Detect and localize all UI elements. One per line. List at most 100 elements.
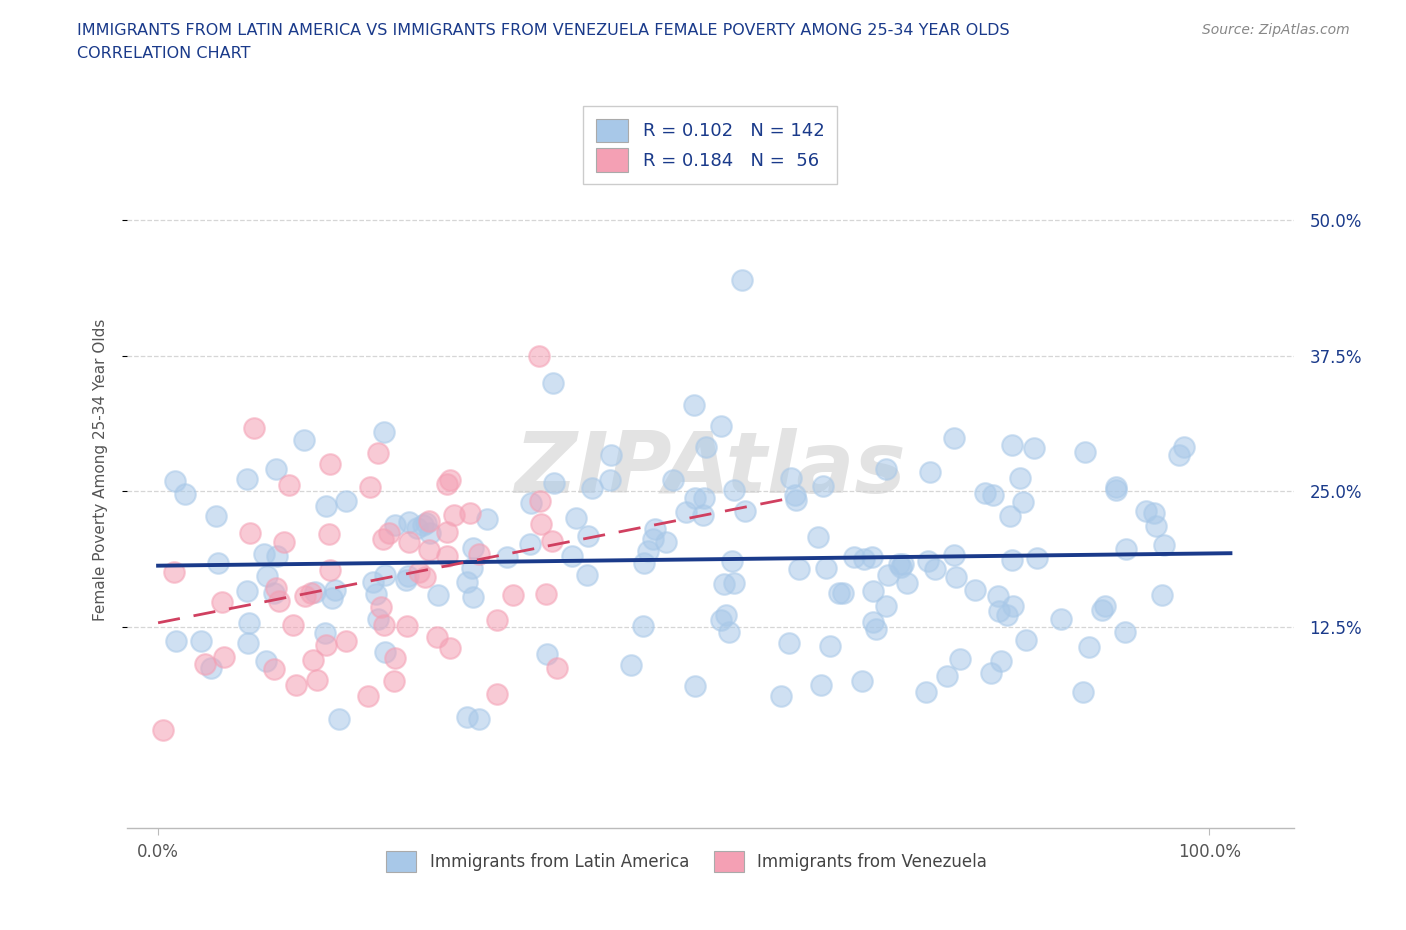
Point (890, 560, 912, 575)
Point (412, 517, 434, 532)
Point (285, 677, 308, 692)
Point (335, 633, 357, 648)
Point (207, 555, 229, 570)
Point (468, 547, 491, 562)
Point (713, 577, 735, 591)
Point (436, 476, 458, 491)
Point (860, 550, 883, 565)
Point (633, 618, 655, 633)
Point (924, 562, 946, 577)
Point (914, 684, 936, 699)
Point (243, 421, 266, 436)
Point (292, 432, 315, 447)
Point (875, 599, 897, 614)
Point (536, 646, 558, 661)
Point (163, 565, 186, 579)
Point (778, 636, 800, 651)
Point (1002, 599, 1025, 614)
Point (1011, 495, 1033, 510)
Point (692, 508, 714, 523)
Point (770, 688, 793, 703)
Point (236, 583, 259, 598)
Point (277, 477, 299, 492)
Point (785, 492, 807, 507)
Point (783, 487, 806, 502)
Text: IMMIGRANTS FROM LATIN AMERICA VS IMMIGRANTS FROM VENEZUELA FEMALE POVERTY AMONG : IMMIGRANTS FROM LATIN AMERICA VS IMMIGRA… (77, 23, 1010, 38)
Point (1115, 541, 1137, 556)
Point (920, 465, 942, 480)
Point (323, 582, 346, 597)
Point (683, 397, 706, 412)
Point (891, 556, 914, 571)
Point (990, 653, 1012, 668)
Point (963, 583, 986, 598)
Point (263, 661, 285, 676)
Point (530, 516, 553, 531)
Point (710, 613, 733, 628)
Point (519, 495, 541, 510)
Point (862, 614, 884, 629)
Point (1077, 639, 1099, 654)
Point (709, 418, 731, 433)
Point (318, 526, 340, 541)
Point (486, 612, 509, 627)
Point (995, 607, 1018, 622)
Point (831, 586, 853, 601)
Point (683, 490, 706, 505)
Point (373, 532, 395, 547)
Point (949, 652, 972, 667)
Point (426, 588, 449, 603)
Point (1091, 603, 1114, 618)
Point (361, 574, 384, 589)
Point (263, 586, 285, 601)
Point (382, 673, 405, 688)
Point (844, 550, 866, 565)
Point (395, 618, 418, 633)
Point (534, 587, 557, 602)
Point (717, 624, 740, 639)
Point (1000, 552, 1022, 567)
Point (439, 640, 461, 655)
Point (575, 567, 598, 582)
Point (600, 448, 623, 463)
Point (370, 600, 392, 615)
Text: Source: ZipAtlas.com: Source: ZipAtlas.com (1202, 23, 1350, 37)
Point (1105, 483, 1128, 498)
Point (299, 586, 322, 601)
Point (1000, 509, 1022, 524)
Point (194, 657, 217, 671)
Point (267, 594, 290, 609)
Point (693, 491, 716, 506)
Point (264, 580, 287, 595)
Point (319, 457, 342, 472)
Point (887, 557, 910, 572)
Point (620, 658, 643, 672)
Point (723, 483, 745, 498)
Point (543, 376, 565, 391)
Point (1001, 437, 1024, 452)
Point (851, 673, 873, 688)
Point (787, 562, 810, 577)
Point (942, 431, 965, 445)
Point (485, 686, 508, 701)
Point (301, 652, 323, 667)
Point (974, 485, 997, 500)
Point (165, 633, 187, 648)
Point (875, 461, 897, 476)
Point (398, 535, 420, 550)
Point (1105, 479, 1128, 494)
Point (152, 723, 174, 737)
Point (987, 589, 1010, 604)
Point (815, 561, 838, 576)
Point (238, 616, 260, 631)
Point (502, 587, 524, 602)
Point (1173, 440, 1195, 455)
Point (266, 548, 288, 563)
Point (395, 572, 418, 587)
Point (165, 473, 187, 488)
Point (988, 604, 1011, 618)
Point (683, 679, 706, 694)
Point (543, 475, 565, 490)
Point (1025, 551, 1047, 565)
Point (1015, 632, 1038, 647)
